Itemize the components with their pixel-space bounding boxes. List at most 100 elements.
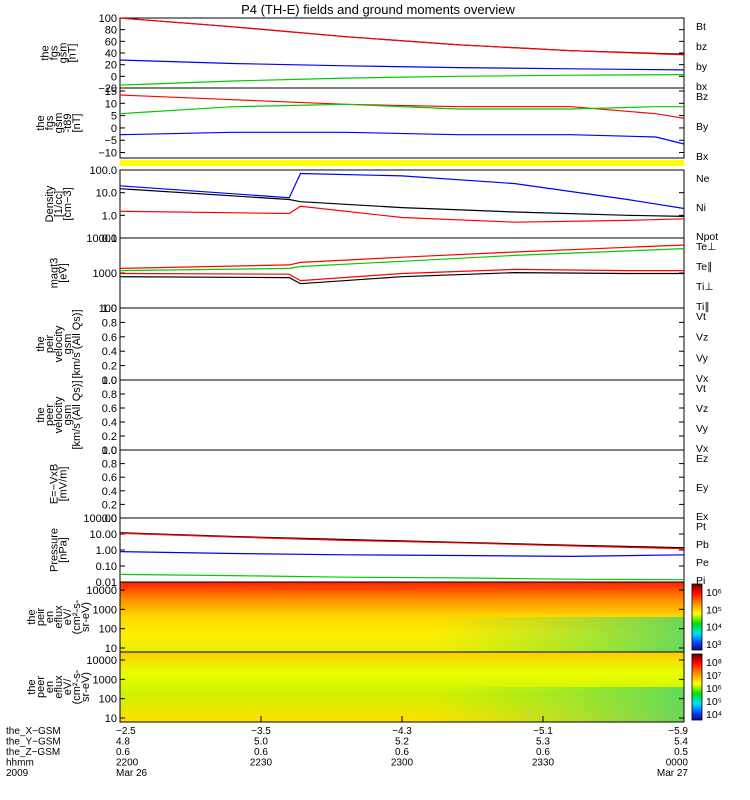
y-tick-label: 10000 (86, 585, 117, 597)
y-tick-label: 100.0 (89, 165, 117, 177)
legend-entry: Bz (696, 91, 708, 103)
legend-entry: Vz (696, 403, 708, 415)
legend-entry: Te∥ (696, 261, 712, 273)
panel-frame (119, 307, 685, 381)
y-tick-label: 1000 (93, 268, 117, 280)
figure-title: P4 (TH-E) fields and ground moments over… (241, 2, 515, 17)
x-row-value: 5.2 (395, 737, 409, 748)
series-line-Ti∥ (119, 248, 685, 272)
legend-entry: bz (696, 41, 707, 53)
y-tick-label: 100 (99, 624, 117, 636)
y-tick-label: 1.0 (102, 375, 117, 387)
legend-entry: bx (696, 81, 708, 93)
y-tick-label: 10.00 (89, 529, 117, 541)
x-row-value: 2230 (250, 758, 273, 769)
y-tick-label: 0.4 (102, 486, 117, 498)
series-line-Bx (119, 131, 685, 145)
y-tick-label: 0.8 (102, 389, 117, 401)
legend-entry: Pi (696, 575, 705, 587)
y-tick-label: 0.2 (102, 431, 117, 443)
y-tick-label: 1000 (93, 674, 117, 686)
y-tick-label: 0.4 (102, 346, 117, 358)
y-tick-label: 10000 (86, 233, 117, 245)
series-line-Ti⊥ (119, 244, 685, 269)
y-tick-label: 0.01 (96, 577, 117, 589)
y-tick-label: 0.0 (102, 445, 117, 457)
x-row-value: −3.5 (251, 726, 271, 737)
y-axis-label: thepeerenefluxeV/(cm²-s-sr-eV) (26, 669, 92, 704)
x-row-value: 4.8 (116, 737, 130, 748)
y-tick-label: 100.00 (83, 513, 117, 525)
y-tick-label: 60 (105, 36, 117, 48)
colorbar-tick: 10³ (706, 639, 722, 651)
panel-4: 10000 1000 100 magt3[eV] Te⊥ Te∥ Ti⊥ Ti∥ (49, 233, 717, 315)
legend-entry: Te⊥ (696, 241, 716, 253)
x-row-label: the_Z−GSM (6, 747, 60, 758)
y-axis-label: Pressure[nPa] (49, 528, 70, 572)
legend-entry: Ex (696, 511, 709, 523)
y-tick-label: 1.0 (102, 303, 117, 315)
panel-frame (119, 87, 685, 159)
y-axis-label: magt3[eV] (49, 258, 70, 289)
legend-entry: Ez (696, 453, 708, 465)
y-tick-label: 0 (111, 123, 117, 135)
panel-8: 100.00 10.00 1.00 0.10 0.01 Pressure[nPa] Pt Pb… (49, 513, 710, 589)
y-tick-label: 0 (111, 71, 117, 83)
x-row-value: Mar 26 (116, 768, 148, 779)
colorbar-tick: 10⁵ (706, 696, 722, 708)
y-axis-label: Density[1/cc][cm−3] (44, 185, 74, 222)
legend-entry: Pt (696, 521, 706, 533)
y-tick-label: 10 (105, 713, 117, 725)
x-row-label: 2009 (6, 768, 29, 779)
panels: 100806040200−20thefgsgsm[nT]Btbzbybx1510… (26, 13, 722, 725)
y-tick-label: 1000 (93, 604, 117, 616)
panel-3: 100.0 10.0 1.0 0.1 Density[1/cc][cm−3] Ne Ni Np… (44, 165, 718, 245)
legend-entry: Vt (696, 311, 706, 323)
series-line-Ne (119, 205, 685, 223)
x-row-value: 0.6 (395, 747, 409, 758)
legend-entry: Ne (696, 173, 710, 185)
series-line-Bt (119, 17, 685, 55)
y-tick-label: 15 (105, 86, 117, 98)
y-tick-label: 10000 (86, 655, 117, 667)
colorbar-tick: 10⁶ (706, 587, 722, 599)
x-row-label: hhmm (6, 758, 34, 769)
y-tick-label: 40 (105, 48, 117, 60)
legend-entry: Pe (696, 557, 709, 569)
x-row-value: −5.9 (668, 726, 688, 737)
y-tick-label: −10 (98, 148, 117, 160)
x-row-value: 0000 (666, 758, 689, 769)
y-tick-label: 0.6 (102, 472, 117, 484)
y-tick-label: −20 (98, 83, 117, 95)
x-axis-labels: the_X−GSM −2.5 −3.5 −4.3 −5.1 −5.9 the_Y−GSM 4.… (6, 716, 688, 779)
y-tick-label: 0.6 (102, 403, 117, 415)
panel-frame (119, 449, 685, 519)
y-tick-label: 10 (105, 643, 117, 655)
series-line-by (119, 74, 685, 86)
y-tick-label: 0.0 (102, 375, 117, 387)
colorbar (691, 583, 703, 651)
y-axis-label: thepeirvelocitygsm[km/s (All Qs)] (35, 309, 83, 378)
panel-7: 1.0 0.80.6 0.40.2 0.0 E=−VxB[mV/m] Ez Ey Ex (49, 445, 710, 525)
y-tick-label: 1.0 (102, 445, 117, 457)
legend-entry: Bx (696, 151, 709, 163)
panel-5: 1.0 0.8 0.6 0.4 0.2 0.0 thepeirvelocitygsm[km/… (35, 303, 709, 387)
legend-entry: Npot (696, 231, 718, 243)
x-row-value: −4.3 (392, 726, 412, 737)
data-quality-bar (120, 160, 684, 166)
x-row-value: −5.1 (533, 726, 553, 737)
series-line-By (119, 103, 684, 115)
x-row-value: 2200 (116, 758, 139, 769)
y-tick-label: −5 (104, 135, 117, 147)
series-line-Bz (119, 94, 685, 119)
y-tick-label: 5 (111, 111, 117, 123)
y-tick-label: 0.2 (102, 361, 117, 373)
y-axis-label: thefgsgsm[nT] (40, 43, 79, 64)
legend-entry: Ni (696, 202, 706, 214)
legend-entry: By (696, 121, 709, 133)
panel-6: 1.0 0.8 0.6 0.4 0.2 0.0 thepeervelocitygsm[km/… (35, 375, 709, 457)
